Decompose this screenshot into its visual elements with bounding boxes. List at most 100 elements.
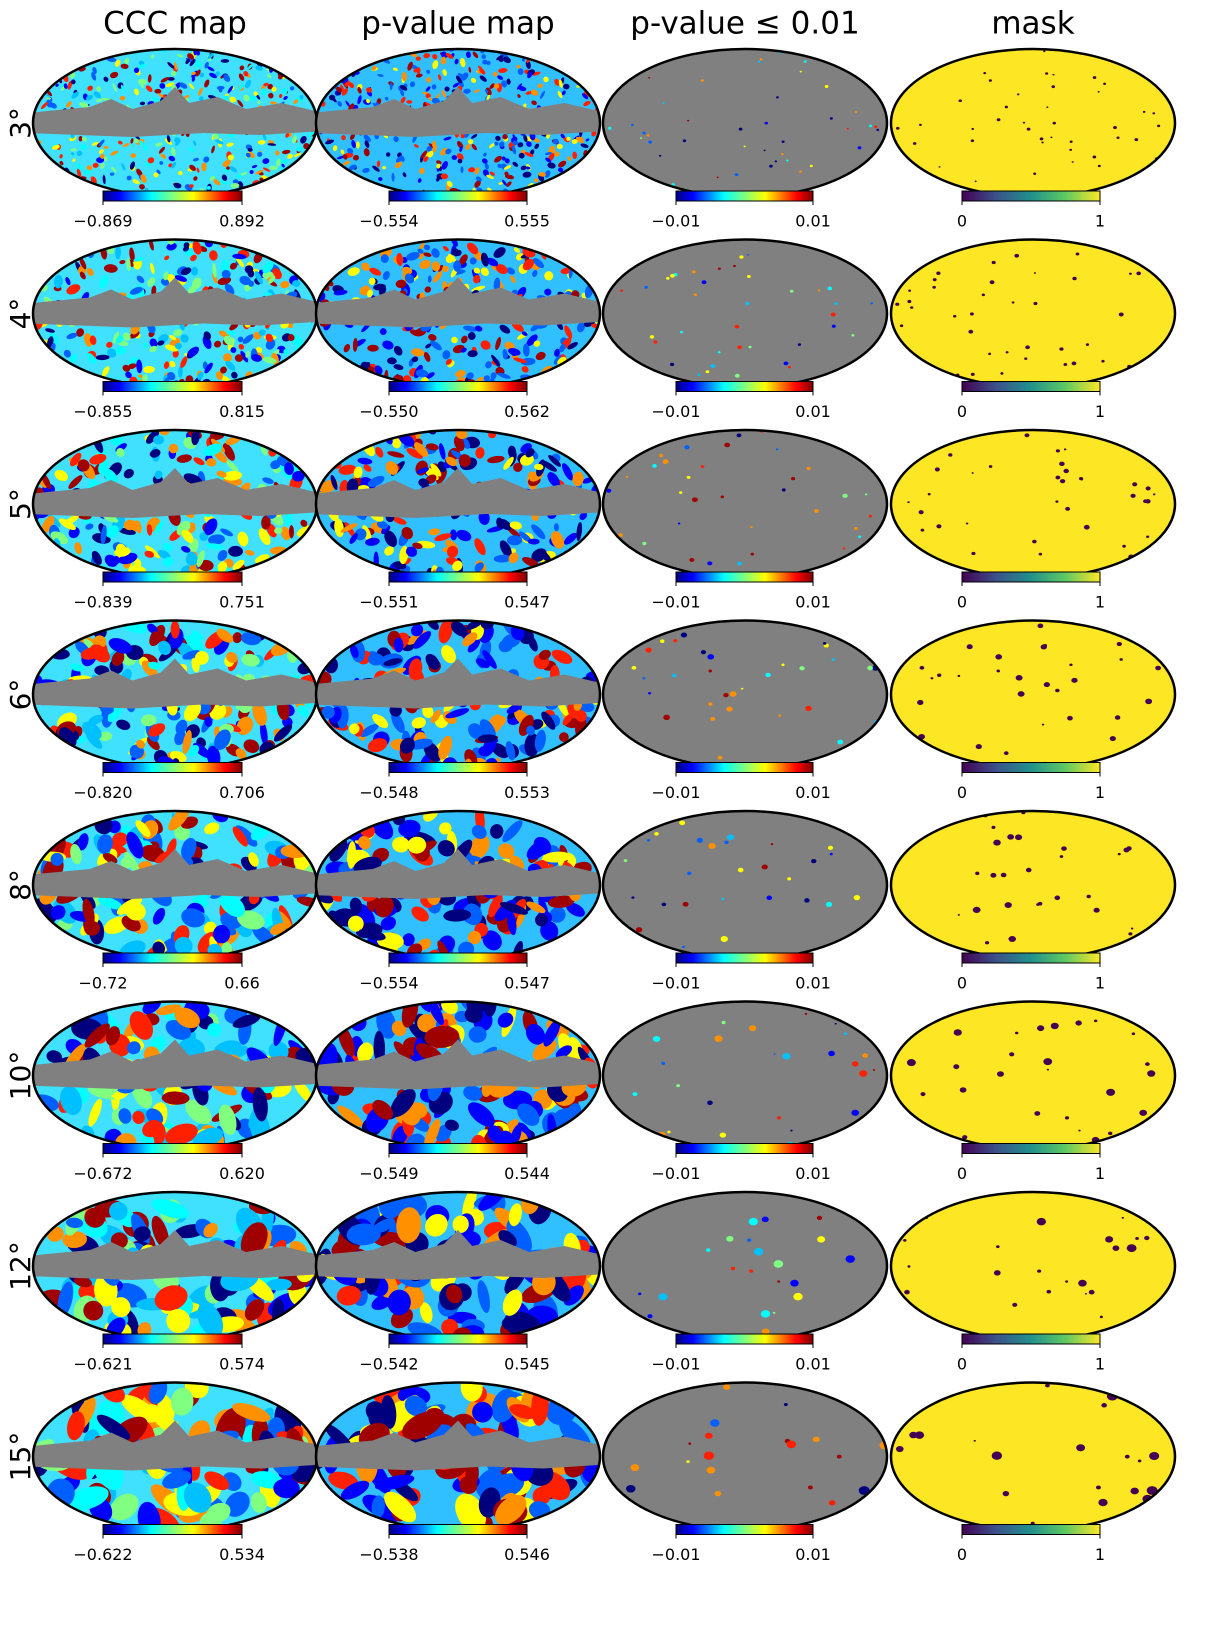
significant-spot [996, 1245, 1000, 1248]
colorbar-max-label: 0.553 [504, 783, 550, 802]
significant-spot [913, 142, 917, 145]
colorbar-max-label: 0.620 [219, 1164, 265, 1183]
significant-spot [1061, 846, 1067, 850]
colorbar-min-label: −0.554 [359, 974, 418, 993]
significant-spot [869, 125, 872, 128]
colorbar-min-label: −0.01 [651, 1164, 700, 1183]
colorbar-max-label: 0.545 [504, 1355, 550, 1374]
colorbar-max-label: 0.534 [219, 1545, 265, 1564]
significant-spot [773, 1312, 776, 1314]
significant-spot [784, 361, 789, 365]
significant-spot [672, 674, 676, 677]
colorbar [389, 382, 527, 392]
significant-spot [632, 1092, 637, 1096]
significant-spot [710, 1419, 719, 1426]
significant-spot [823, 642, 827, 645]
colorbar-max-label: 1 [1095, 1545, 1105, 1564]
significant-spot [1085, 1293, 1087, 1295]
significant-spot [958, 675, 961, 677]
colorbar-max-label: 0.706 [219, 783, 265, 802]
significant-spot [1094, 908, 1100, 913]
significant-spot [1138, 1459, 1142, 1462]
significant-spot [1135, 1237, 1139, 1240]
significant-spot [776, 448, 779, 450]
sky-map [28, 426, 324, 587]
significant-spot [1060, 479, 1065, 483]
significant-spot [683, 139, 686, 142]
significant-spot [626, 1485, 635, 1493]
sky-map [14, 1370, 324, 1543]
colorbar-max-label: 0.555 [504, 212, 550, 231]
significant-spot [680, 331, 683, 333]
significant-spot [778, 714, 781, 716]
colorbar-max-label: 0.562 [504, 402, 550, 421]
significant-spot [670, 363, 674, 366]
significant-spot [766, 896, 772, 901]
significant-spot [805, 706, 811, 711]
significant-spot [741, 688, 743, 690]
map-blob [367, 345, 378, 352]
significant-spot [762, 864, 768, 869]
significant-spot [1045, 72, 1048, 75]
significant-spot [1127, 1244, 1137, 1252]
significant-spot [733, 265, 736, 267]
significant-spot [995, 654, 1002, 659]
significant-spot [858, 535, 861, 538]
significant-spot [717, 177, 719, 179]
significant-spot [721, 496, 724, 499]
significant-spot [1153, 493, 1156, 495]
significant-spot [710, 717, 715, 721]
significant-spot [687, 120, 689, 122]
significant-spot [1125, 1455, 1130, 1459]
significant-spot [907, 1059, 916, 1066]
significant-spot [970, 312, 974, 315]
significant-spot [620, 290, 623, 292]
significant-spot [907, 501, 909, 503]
significant-spot [1101, 1403, 1107, 1407]
significant-spot [1110, 736, 1116, 741]
significant-spot [1126, 846, 1131, 850]
significant-spot [896, 1446, 904, 1452]
significant-spot [765, 122, 768, 125]
colorbar [389, 572, 527, 582]
colorbar [962, 763, 1100, 773]
significant-spot [829, 1500, 836, 1505]
significant-spot [1044, 682, 1050, 687]
colorbar-max-label: 0.547 [504, 974, 550, 993]
significant-spot [837, 740, 843, 745]
significant-spot [1117, 642, 1122, 646]
significant-spot [1075, 1020, 1081, 1025]
significant-spot [1047, 1290, 1051, 1294]
colorbar [103, 1144, 242, 1154]
significant-spot [708, 702, 712, 705]
significant-spot [854, 895, 861, 900]
significant-spot [737, 562, 741, 566]
significant-spot [959, 99, 962, 102]
significant-spot [1119, 658, 1122, 661]
significant-spot [972, 472, 974, 474]
significant-spot [1069, 663, 1072, 666]
significant-spot [921, 529, 925, 532]
significant-spot [1101, 360, 1104, 363]
significant-spot [624, 859, 628, 862]
significant-spot [790, 290, 794, 293]
significant-spot [982, 294, 985, 297]
significant-spot [774, 1053, 776, 1055]
significant-spot [1015, 834, 1022, 840]
significant-spot [1041, 142, 1043, 144]
colorbar [676, 382, 813, 392]
significant-spot [724, 443, 730, 448]
significant-spot [1098, 1499, 1107, 1506]
significant-spot [707, 654, 714, 659]
sky-map [311, 427, 607, 584]
significant-spot [631, 1464, 640, 1471]
significant-spot [644, 286, 648, 289]
significant-spot [958, 914, 960, 916]
significant-spot [810, 165, 813, 167]
significant-spot [662, 102, 664, 104]
significant-spot [736, 433, 741, 437]
colorbar-min-label: −0.621 [73, 1355, 132, 1374]
significant-spot [1053, 122, 1056, 125]
significant-spot [718, 756, 723, 760]
significant-spot [1033, 173, 1036, 175]
